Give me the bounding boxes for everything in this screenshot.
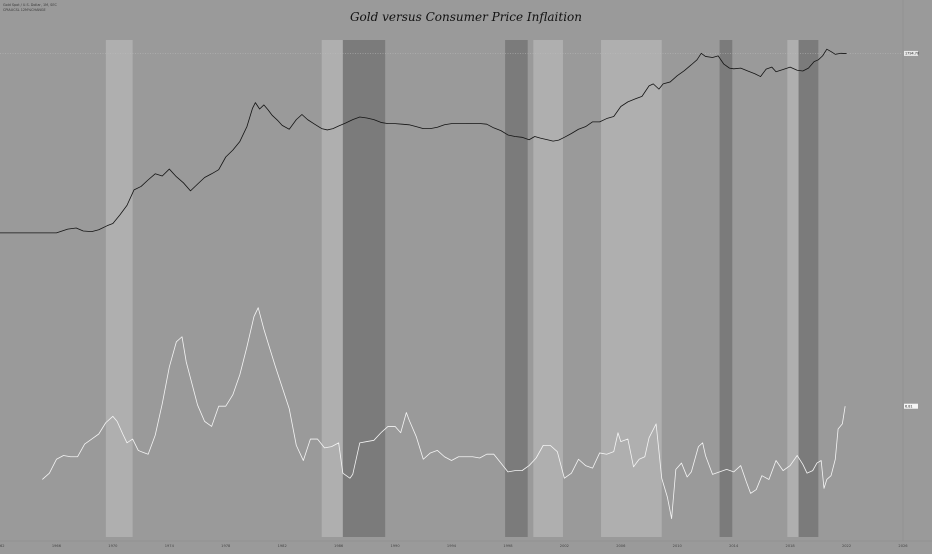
- cpi-line: [42, 307, 846, 520]
- x-tick-label-1: 1966: [52, 544, 62, 548]
- x-tick-label-12: 2010: [673, 544, 683, 548]
- legend-gold: Gold Spot / U.S. Dollar, 1M, SEC: [3, 3, 57, 7]
- chart-title: Gold versus Consumer Price Inflaition: [349, 10, 583, 24]
- cpi-series: [42, 307, 846, 520]
- x-tick-label-8: 1994: [447, 544, 457, 548]
- x-tick-label-16: 2026: [898, 544, 908, 548]
- x-tick-label-0: 1962: [0, 544, 5, 548]
- gold-last-value-label-box: [904, 50, 918, 56]
- x-tick-label-6: 1986: [334, 544, 344, 548]
- cpi-last-value-label-box: [904, 403, 918, 409]
- legend: Gold Spot / U.S. Dollar, 1M, SEC CPIAUCS…: [3, 3, 57, 12]
- shaded-period-6: [719, 40, 733, 537]
- x-tick-label-15: 2022: [842, 544, 851, 548]
- gold-series: [0, 48, 847, 234]
- x-tick-label-7: 1990: [390, 544, 400, 548]
- shaded-period-2: [342, 40, 386, 537]
- x-tick-label-10: 2002: [560, 544, 569, 548]
- shaded-period-7: [787, 40, 799, 537]
- x-tick-label-9: 1998: [503, 544, 513, 548]
- shaded-periods: [105, 40, 819, 537]
- gold-last-value-label: 1794.70: [905, 52, 919, 56]
- x-tick-label-14: 2018: [786, 544, 796, 548]
- cpi-last-value-label: 6.81: [905, 405, 913, 409]
- x-axis: 1962 1966 1970 1974 1978 1982 1986 1990 1994 1998…: [0, 540, 932, 548]
- shaded-period-3: [505, 40, 528, 537]
- shaded-period-4: [533, 40, 563, 537]
- x-tick-label-5: 1982: [278, 544, 287, 548]
- gold-line: [0, 48, 847, 234]
- legend-cpi: CPIAUCSL 12M%CHANGE: [3, 7, 46, 12]
- last-value-labels: 1794.70 6.81: [904, 50, 919, 409]
- x-tick-label-13: 2014: [729, 544, 739, 548]
- x-tick-label-11: 2006: [616, 544, 626, 548]
- shaded-period-1: [321, 40, 343, 537]
- shaded-period-8: [798, 40, 819, 537]
- x-tick-label-2: 1970: [108, 544, 118, 548]
- x-tick-label-3: 1974: [165, 544, 175, 548]
- x-tick-label-4: 1978: [221, 544, 231, 548]
- shaded-period-5: [601, 40, 662, 537]
- shaded-period-0: [105, 40, 133, 537]
